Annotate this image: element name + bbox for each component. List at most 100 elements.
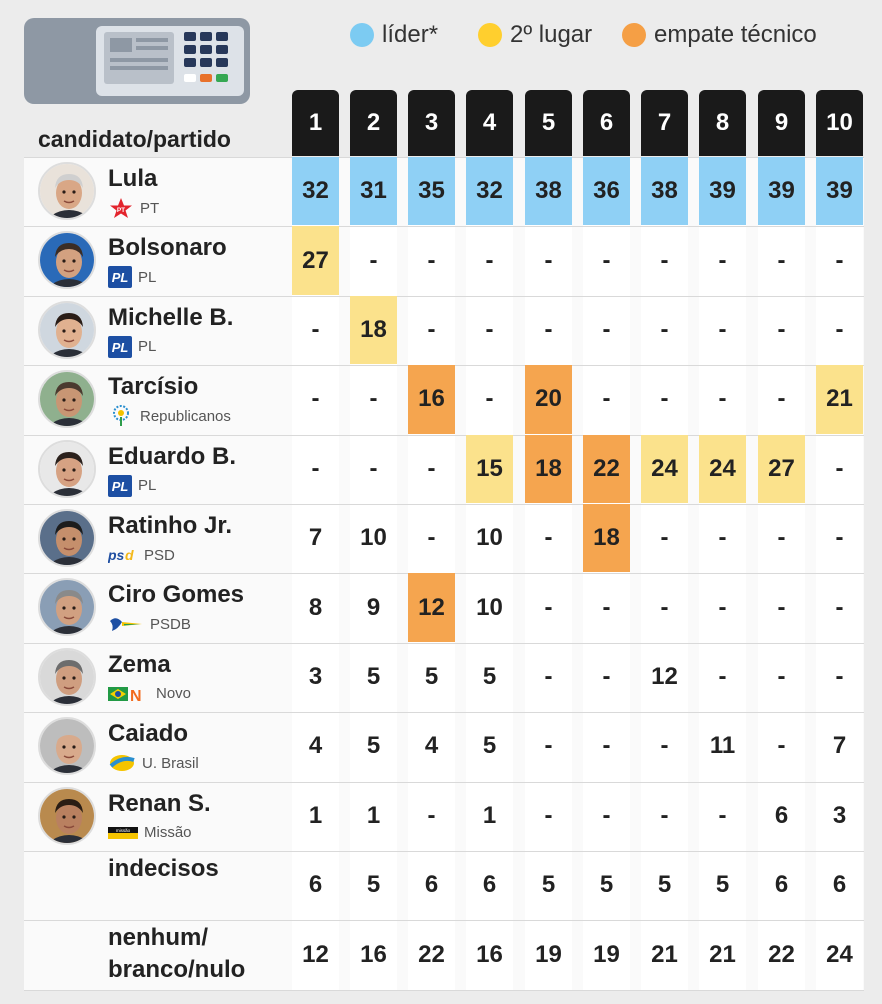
data-cell: 21 xyxy=(816,365,863,434)
data-cell: 35 xyxy=(408,157,455,226)
data-cell: 12 xyxy=(302,940,329,968)
data-cell: 10 xyxy=(476,593,503,621)
voting-machine-icon xyxy=(24,18,250,104)
row-divider xyxy=(24,295,864,297)
row-divider xyxy=(24,504,864,505)
data-cell: - xyxy=(777,732,786,760)
candidate-name: Bolsonaro xyxy=(108,234,227,262)
svg-text:PL: PL xyxy=(112,340,129,355)
legend-label: líder* xyxy=(382,21,439,48)
data-cell: 15 xyxy=(466,434,513,503)
row-divider xyxy=(24,851,864,852)
row-label-line: nenhum/ xyxy=(108,924,208,952)
data-cell: 1 xyxy=(482,801,497,829)
data-cell: - xyxy=(602,662,611,690)
data-cell: 22 xyxy=(418,940,445,968)
data-cell: - xyxy=(777,593,786,621)
data-cell: 1 xyxy=(308,801,323,829)
psdb-toucan-icon xyxy=(108,613,144,635)
data-cell: - xyxy=(777,524,786,552)
data-cell: - xyxy=(602,801,611,829)
data-cell: - xyxy=(544,593,553,621)
row-divider xyxy=(24,920,864,922)
legend-item: líder* xyxy=(350,18,438,52)
party-label: PL PL xyxy=(108,335,157,358)
party-name: PL xyxy=(138,338,157,356)
party-label: PSDB xyxy=(108,613,191,635)
legend-label: 2º lugar xyxy=(510,21,593,48)
candidate-name: Zema xyxy=(108,650,171,678)
data-cell: 18 xyxy=(350,295,397,365)
avatar xyxy=(38,578,96,637)
data-cell: 22 xyxy=(583,434,630,503)
party-label: U. Brasil xyxy=(108,752,199,774)
svg-text:d: d xyxy=(125,547,134,563)
legend-label: empate técnico xyxy=(654,21,817,48)
candidate-name: Eduardo B. xyxy=(108,442,237,470)
data-cell: 8 xyxy=(308,593,323,621)
data-cell: 9 xyxy=(366,593,381,621)
data-cell: - xyxy=(485,315,494,343)
avatar xyxy=(38,370,96,429)
row-divider xyxy=(24,434,864,436)
data-cell: 24 xyxy=(641,434,688,503)
party-label: Republicanos xyxy=(108,405,231,427)
data-cell: 21 xyxy=(709,940,736,968)
data-cell: - xyxy=(718,662,727,690)
avatar xyxy=(38,439,96,498)
party-label: missão Missão xyxy=(108,822,192,844)
candidate-name: Michelle B. xyxy=(108,303,234,331)
party-name: PL xyxy=(138,477,157,495)
data-cell: - xyxy=(718,524,727,552)
avatar xyxy=(38,300,96,359)
row-divider xyxy=(24,989,864,991)
data-cell: - xyxy=(311,315,320,343)
data-cell: - xyxy=(777,662,786,690)
republicanos-tree-icon xyxy=(108,405,134,427)
data-cell: 7 xyxy=(832,732,847,760)
party-name: PSD xyxy=(144,546,175,564)
column-header: 8 xyxy=(699,90,746,156)
svg-text:missão: missão xyxy=(116,828,131,833)
column-header: 2 xyxy=(350,90,397,156)
party-label: PL PL xyxy=(108,474,157,497)
data-cell: 5 xyxy=(541,871,556,899)
data-cell: 16 xyxy=(408,365,455,434)
avatar xyxy=(38,509,96,567)
data-cell: - xyxy=(777,315,786,343)
column-header: 9 xyxy=(758,90,805,156)
column-header: 7 xyxy=(641,90,688,156)
row-label: indecisos xyxy=(108,855,219,882)
data-cell: 31 xyxy=(350,157,397,226)
legend-dot-icon xyxy=(350,23,374,47)
novo-logo-icon: N xyxy=(108,683,150,705)
data-cell: 5 xyxy=(366,732,381,760)
data-cell: 32 xyxy=(466,157,513,226)
data-cell: - xyxy=(718,801,727,829)
pl-logo-icon: PL xyxy=(108,474,132,497)
row-divider xyxy=(24,712,864,714)
data-cell: - xyxy=(311,385,320,413)
data-cell: 11 xyxy=(709,732,736,760)
legend-item: empate técnico xyxy=(622,18,817,52)
candidate-name: Caiado xyxy=(108,720,189,748)
data-cell: 18 xyxy=(525,434,572,503)
data-cell: - xyxy=(718,315,727,343)
data-cell: 5 xyxy=(482,662,497,690)
data-cell: - xyxy=(544,662,553,690)
svg-text:PL: PL xyxy=(112,479,129,494)
row-divider xyxy=(24,226,864,228)
data-cell: 19 xyxy=(535,940,562,968)
data-cell: 22 xyxy=(768,940,795,968)
missao-logo-icon: missão xyxy=(108,822,138,844)
data-cell: - xyxy=(777,246,786,274)
data-cell: 27 xyxy=(758,434,805,503)
data-cell: 7 xyxy=(308,524,323,552)
data-cell: 12 xyxy=(651,662,678,690)
column-header: 1 xyxy=(292,90,339,156)
party-name: PL xyxy=(138,268,157,286)
data-cell: - xyxy=(602,593,611,621)
data-cell: - xyxy=(660,524,669,552)
row-label: nenhum/branco/nulo xyxy=(108,922,245,986)
data-cell: - xyxy=(427,246,436,274)
